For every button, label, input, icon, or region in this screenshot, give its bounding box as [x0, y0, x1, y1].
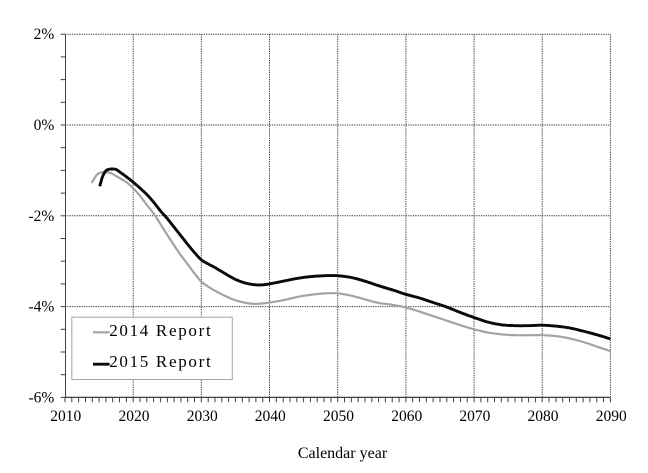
svg-text:2090: 2090 [596, 408, 627, 425]
svg-text:2%: 2% [34, 26, 55, 43]
svg-text:2014 Report: 2014 Report [109, 321, 212, 340]
svg-text:2070: 2070 [459, 408, 490, 425]
svg-text:2060: 2060 [391, 408, 422, 425]
svg-text:2015 Report: 2015 Report [109, 352, 212, 371]
svg-text:Calendar year: Calendar year [298, 445, 388, 462]
svg-text:0%: 0% [34, 117, 55, 134]
svg-text:-4%: -4% [28, 299, 54, 316]
svg-text:2040: 2040 [255, 408, 286, 425]
svg-text:-6%: -6% [28, 389, 54, 406]
svg-text:2030: 2030 [187, 408, 218, 425]
svg-text:2080: 2080 [528, 408, 559, 425]
svg-text:-2%: -2% [28, 208, 54, 225]
svg-text:2050: 2050 [323, 408, 354, 425]
svg-text:2020: 2020 [119, 408, 150, 425]
svg-text:2010: 2010 [50, 408, 81, 425]
